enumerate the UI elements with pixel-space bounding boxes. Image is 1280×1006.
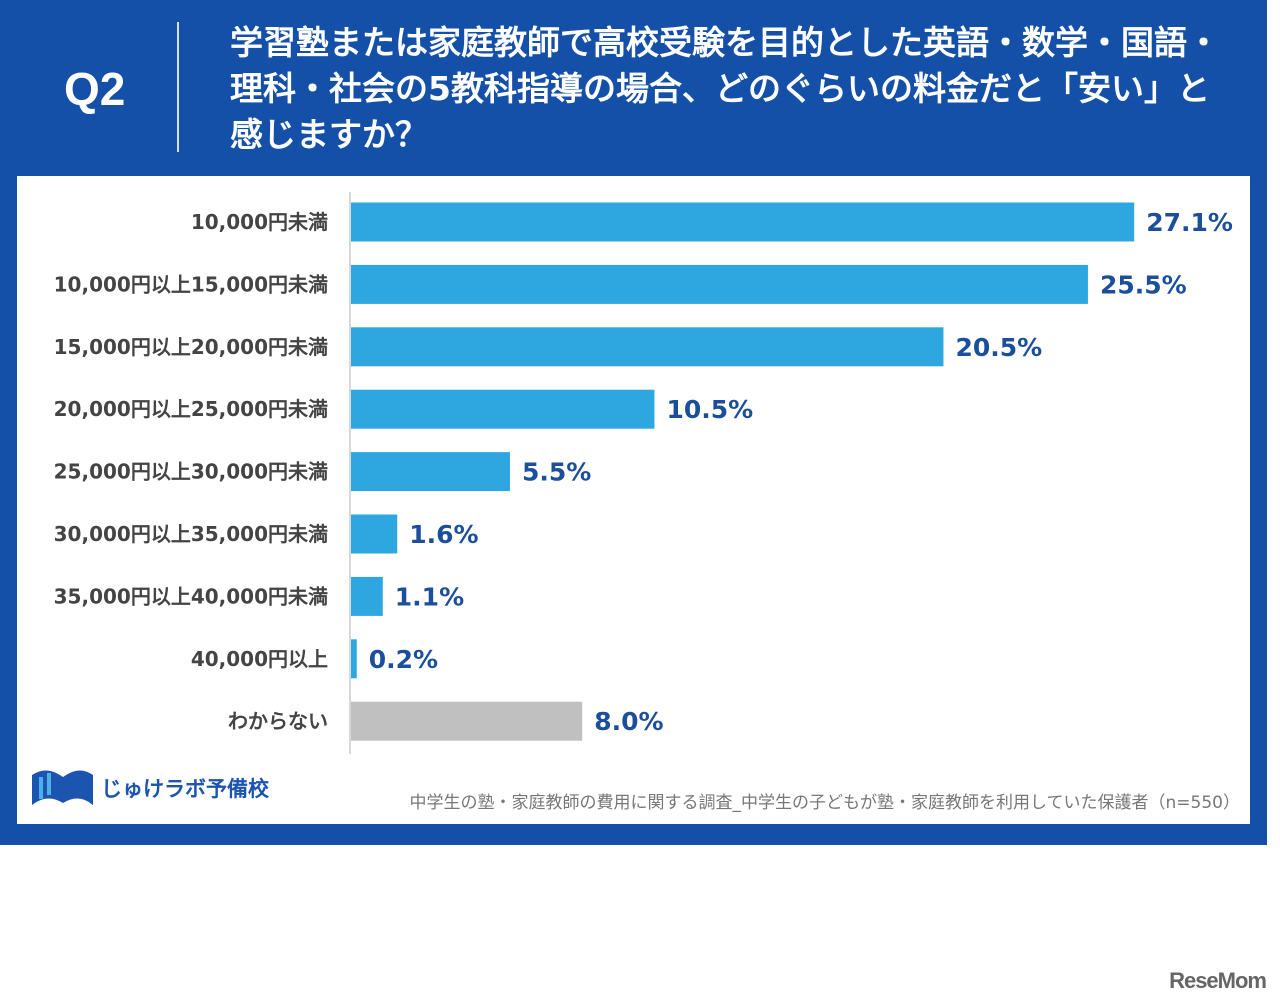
category-label: 40,000円以上 xyxy=(191,647,328,671)
bar-chart: 10,000円未満 27.1% 10,000円以上15,000円未満 25.5% 15,… xyxy=(54,192,1233,754)
data-label: 0.2% xyxy=(369,645,438,674)
data-label: 27.1% xyxy=(1146,208,1233,237)
bar xyxy=(351,202,1135,242)
bar xyxy=(351,264,1088,304)
book-logo-icon xyxy=(32,770,93,805)
bar xyxy=(351,327,944,367)
watermark: ReseMom xyxy=(1169,968,1267,993)
source-note: 中学生の塾・家庭教師の費用に関する調査_中学生の子どもが塾・家庭教師を利用してい… xyxy=(409,793,1240,813)
category-label: 20,000円以上25,000円未満 xyxy=(54,397,328,421)
data-label: 25.5% xyxy=(1100,270,1187,299)
data-label: 10.5% xyxy=(666,395,753,424)
data-label: 20.5% xyxy=(955,333,1042,362)
category-label: 15,000円以上20,000円未満 xyxy=(54,335,328,359)
divider xyxy=(177,22,179,152)
logo-text: じゅけラボ予備校 xyxy=(101,777,269,801)
category-label: 35,000円以上40,000円未満 xyxy=(54,584,328,608)
data-label: 1.6% xyxy=(409,520,478,549)
bar xyxy=(351,576,383,616)
chart-title: 学習塾または家庭教師で高校受験を目的とした英語・数学・国語・理科・社会の5教科指… xyxy=(230,23,1220,154)
category-label: 25,000円以上30,000円未満 xyxy=(54,460,328,484)
category-label: わからない xyxy=(228,709,328,733)
category-label: 30,000円以上35,000円未満 xyxy=(54,522,328,546)
bar xyxy=(351,452,510,492)
data-label: 8.0% xyxy=(594,707,663,736)
bar xyxy=(351,639,357,679)
data-label: 1.1% xyxy=(395,582,464,611)
category-label: 10,000円未満 xyxy=(191,210,328,234)
logo: じゅけラボ予備校 xyxy=(27,765,269,811)
category-label: 10,000円以上15,000円未満 xyxy=(54,272,328,296)
question-number: Q2 xyxy=(64,63,126,115)
chart-panel: 10,000円未満 27.1% 10,000円以上15,000円未満 25.5% 15,… xyxy=(17,176,1250,824)
bar xyxy=(351,514,398,554)
bar xyxy=(351,389,655,429)
data-label: 5.5% xyxy=(522,458,591,487)
bar xyxy=(351,701,583,741)
